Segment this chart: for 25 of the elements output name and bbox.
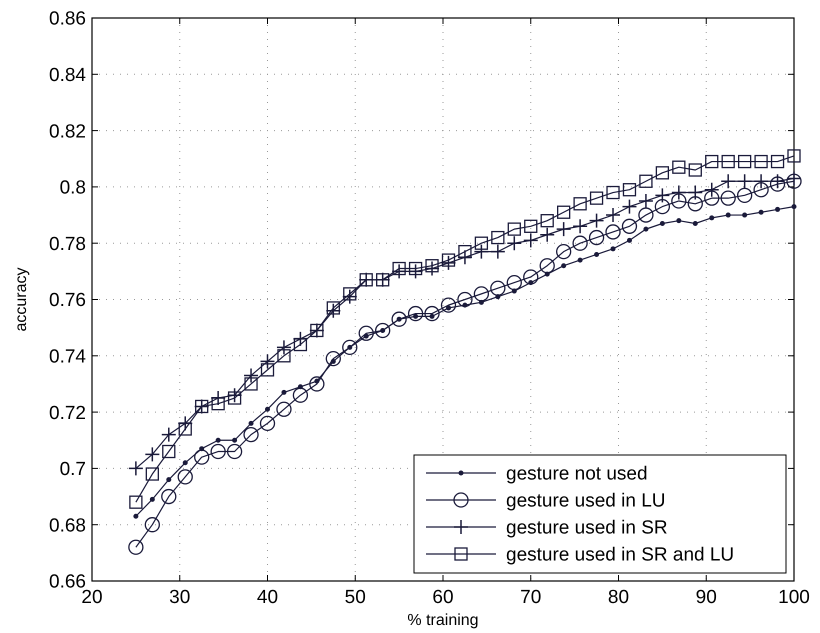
x-tick-label: 90 (696, 587, 717, 608)
x-tick-label: 70 (520, 587, 542, 608)
x-tick-label: 60 (432, 587, 454, 608)
y-tick-label: 0.82 (49, 121, 86, 142)
x-axis-title: % training (407, 612, 479, 629)
x-tick-label: 50 (344, 587, 366, 608)
legend-label: gesture used in LU (506, 490, 666, 512)
x-tick-label: 30 (169, 587, 190, 608)
x-tick-label: 40 (256, 587, 278, 608)
x-tick-label: 100 (778, 587, 810, 608)
x-tick-label: 80 (608, 587, 630, 608)
y-axis-title: accuracy (13, 267, 30, 332)
y-tick-label: 0.84 (49, 64, 86, 86)
x-tick-label: 20 (81, 587, 103, 608)
y-tick-label: 0.7 (60, 459, 86, 480)
legend-label: gesture used in SR and LU (506, 544, 734, 566)
y-tick-label: 0.86 (49, 8, 86, 30)
y-tick-label: 0.68 (49, 515, 86, 536)
y-tick-label: 0.78 (49, 234, 86, 255)
y-tick-label: 0.74 (49, 346, 86, 368)
y-tick-label: 0.8 (60, 178, 86, 199)
y-tick-label: 0.72 (49, 402, 86, 424)
legend-label: gesture not used (506, 464, 648, 485)
legend-label: gesture used in SR (506, 518, 668, 539)
y-tick-label: 0.76 (49, 290, 86, 312)
